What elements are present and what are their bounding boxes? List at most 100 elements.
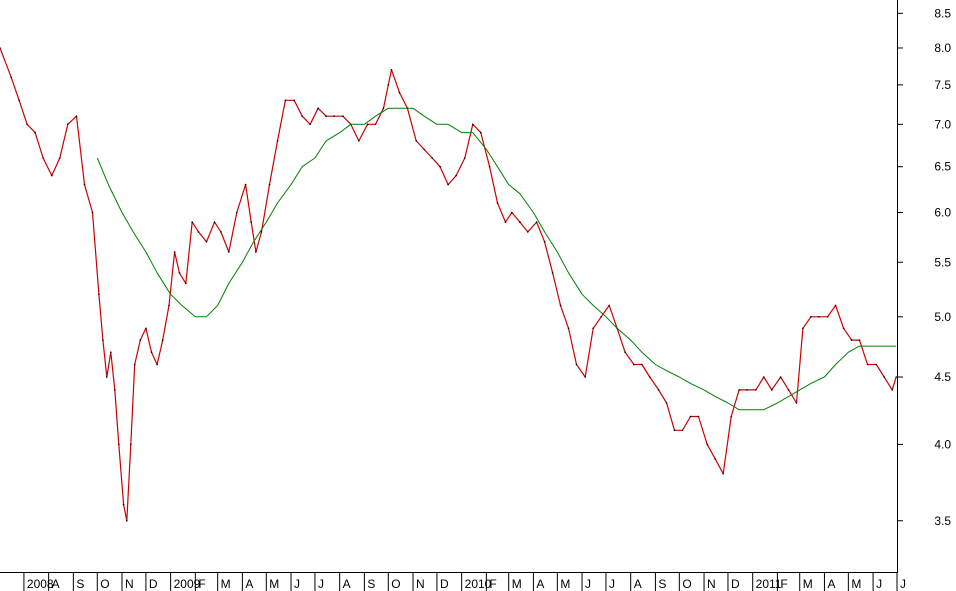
series-point	[504, 221, 507, 223]
series-point	[730, 415, 732, 418]
x-tick-label: M	[560, 577, 570, 591]
y-tick-label: 7.0	[934, 117, 951, 131]
series-point	[771, 389, 773, 391]
series-point	[519, 221, 521, 223]
series-point	[787, 389, 790, 391]
series-point	[185, 282, 187, 285]
series-point	[173, 251, 176, 253]
y-tick-label: 7.5	[934, 78, 951, 92]
series-point	[67, 123, 69, 126]
series-point	[114, 389, 116, 391]
series-point	[325, 115, 327, 117]
x-tick-label: M	[221, 577, 231, 591]
series-point	[511, 211, 513, 214]
series-point	[133, 363, 136, 366]
series-point	[0, 47, 1, 49]
series-point	[738, 389, 740, 391]
y-tick-label: 5.0	[934, 310, 951, 324]
series-point	[342, 115, 344, 117]
x-tick-label: N	[125, 577, 134, 591]
series-point	[42, 157, 44, 159]
series-point	[139, 339, 142, 341]
x-tick-label: F	[198, 577, 205, 591]
series-point	[496, 202, 499, 204]
x-tick-label: F	[489, 577, 496, 591]
series-point	[205, 241, 208, 243]
y-tick-label: 4.5	[934, 370, 951, 384]
x-tick-label: D	[731, 577, 740, 591]
series-point	[255, 251, 257, 253]
series-point	[309, 123, 312, 126]
series-point	[382, 107, 385, 109]
series-point	[810, 316, 812, 318]
series-line-1	[96, 107, 897, 411]
series-point	[10, 76, 12, 79]
series-point	[18, 99, 20, 102]
series-point	[697, 415, 700, 418]
y-tick-label: 6.0	[934, 205, 951, 219]
series-point	[34, 131, 36, 134]
x-tick-label: M	[803, 577, 813, 591]
x-tick-label: N	[416, 577, 425, 591]
series-point	[276, 140, 279, 142]
series-point	[551, 272, 554, 274]
series-point	[447, 183, 449, 186]
series-point	[374, 123, 377, 126]
series-point	[802, 327, 804, 330]
series-point	[228, 251, 230, 253]
series-point	[763, 376, 765, 378]
y-tick-label: 8.5	[934, 6, 951, 20]
series-point	[866, 363, 869, 366]
series-point	[592, 327, 594, 330]
series-point	[895, 376, 897, 378]
series-point	[818, 316, 820, 318]
series-point	[59, 157, 61, 159]
series-point	[26, 123, 28, 126]
series-point	[156, 363, 158, 366]
series-point	[366, 123, 369, 126]
series-point	[398, 91, 401, 94]
series-point	[649, 376, 651, 378]
series-point	[51, 174, 53, 177]
x-tick-label: D	[440, 577, 449, 591]
x-tick-label: 2008	[27, 577, 54, 591]
x-tick-label: 2009	[174, 577, 201, 591]
y-tick-label: 8.0	[934, 41, 951, 55]
series-point	[358, 140, 360, 142]
series-point	[665, 402, 668, 404]
x-tick-label: M	[269, 577, 279, 591]
series-point	[260, 231, 263, 233]
x-tick-label: M	[512, 577, 522, 591]
series-point	[161, 339, 164, 341]
x-tick-label: F	[780, 577, 787, 591]
series-point	[126, 520, 128, 522]
series-point	[842, 327, 845, 330]
y-tick-label: 6.5	[934, 160, 951, 174]
y-tick-label: 3.5	[934, 514, 951, 528]
series-point	[834, 304, 837, 307]
series-point	[268, 183, 271, 186]
series-line-0	[0, 47, 897, 522]
x-tick-label: S	[76, 577, 84, 591]
x-tick-label: 2011	[756, 577, 782, 591]
x-tick-label: A	[634, 577, 642, 591]
series-point	[236, 211, 238, 214]
series-point	[600, 316, 602, 318]
x-tick-label: A	[536, 577, 544, 591]
series-point	[488, 165, 491, 168]
series-point	[178, 272, 181, 274]
x-tick-label: A	[343, 577, 351, 591]
series-point	[333, 115, 335, 117]
series-point	[455, 174, 457, 177]
x-tick-label: O	[100, 577, 109, 591]
series-point	[883, 376, 885, 378]
series-point	[415, 140, 418, 142]
series-point	[850, 339, 853, 341]
series-point	[168, 304, 170, 307]
series-point	[220, 231, 222, 233]
x-tick-label: M	[851, 577, 861, 591]
series-point	[106, 376, 108, 378]
